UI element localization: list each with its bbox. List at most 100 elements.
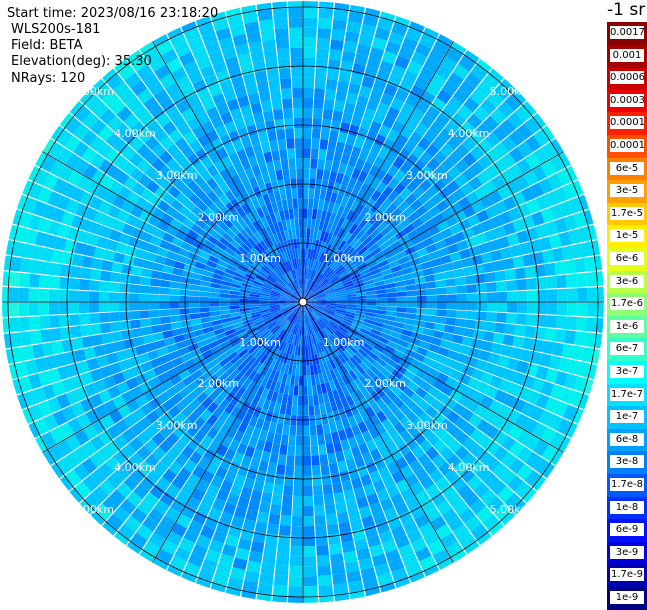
range-gate-cell — [315, 294, 326, 299]
range-gate-cell — [422, 356, 435, 368]
range-gate-cell — [516, 279, 527, 291]
range-gate-cell — [180, 431, 194, 445]
range-gate-cell — [118, 359, 132, 372]
range-gate-cell — [430, 257, 442, 268]
range-gate-cell — [467, 214, 481, 227]
range-gate-cell — [240, 433, 252, 446]
range-gate-cell — [279, 403, 287, 415]
colorbar-label: 1e-8 — [610, 500, 644, 514]
range-gate-cell — [374, 457, 387, 471]
range-gate-cell — [512, 255, 525, 269]
ray — [305, 304, 547, 491]
range-gate-cell — [476, 209, 490, 223]
range-gate-cell — [91, 334, 104, 347]
range-gate-cell — [271, 310, 282, 316]
range-gate-cell — [368, 264, 380, 272]
range-gate-cell — [346, 293, 357, 298]
range-gate-cell — [401, 267, 413, 275]
ray — [114, 304, 301, 546]
range-gate-cell — [260, 100, 273, 113]
range-gate-cell — [260, 310, 271, 316]
range-gate-cell — [345, 311, 356, 316]
range-gate-cell — [258, 184, 268, 196]
range-gate-cell — [214, 367, 226, 379]
range-gate-cell — [318, 584, 334, 596]
range-gate-cell — [57, 439, 73, 457]
range-gate-cell — [544, 190, 559, 207]
range-gate-cell — [138, 173, 152, 188]
range-gate-cell — [43, 414, 59, 431]
range-gate-cell — [340, 242, 350, 253]
range-gate-cell — [363, 318, 375, 325]
range-gate-cell — [316, 302, 327, 305]
range-gate-cell — [315, 178, 323, 190]
range-gate-cell — [171, 114, 186, 129]
range-gate-cell — [58, 165, 74, 182]
range-ring-label: 3.00km — [406, 419, 448, 433]
range-gate-cell — [460, 408, 474, 422]
range-gate-cell — [58, 302, 70, 315]
range-gate-cell — [359, 361, 370, 372]
range-gate-cell — [339, 470, 351, 482]
range-gate-cell — [297, 188, 303, 199]
range-gate-cell — [477, 154, 493, 170]
colorbar-label: 0.0003 — [610, 93, 645, 107]
range-gate-cell — [266, 523, 280, 535]
range-gate-cell — [69, 487, 84, 503]
range-gate-cell — [375, 284, 386, 291]
range-gate-cell — [406, 296, 417, 302]
range-gate-cell — [78, 290, 90, 302]
range-gate-cell — [517, 203, 531, 218]
range-gate-cell — [303, 596, 319, 603]
range-gate-cell — [393, 409, 406, 422]
range-gate-cell — [423, 129, 438, 144]
range-gate-cell — [106, 164, 122, 180]
range-gate-cell — [303, 425, 310, 436]
ray — [2, 302, 300, 318]
range-gate-cell — [208, 83, 223, 97]
range-gate-cell — [206, 401, 219, 414]
range-gate-cell — [40, 431, 57, 449]
range-gate-cell — [32, 245, 45, 261]
range-gate-cell — [59, 113, 74, 129]
range-gate-cell — [458, 373, 472, 386]
range-gate-cell — [65, 390, 80, 405]
range-gate-cell — [271, 149, 281, 162]
range-gate-cell — [121, 145, 137, 161]
range-gate-cell — [473, 482, 490, 499]
range-gate-cell — [133, 483, 149, 500]
range-gate-cell — [105, 352, 119, 365]
range-gate-cell — [315, 321, 323, 331]
range-gate-cell — [323, 493, 335, 505]
range-gate-cell — [287, 312, 295, 321]
range-gate-cell — [223, 502, 237, 516]
range-gate-cell — [296, 415, 303, 426]
range-gate-cell — [343, 231, 353, 243]
range-gate-cell — [251, 394, 261, 406]
range-gate-cell — [179, 282, 191, 290]
range-gate-cell — [306, 302, 317, 306]
range-gate-cell — [316, 209, 323, 221]
range-gate-cell — [535, 223, 549, 239]
range-gate-cell — [97, 125, 114, 142]
range-gate-cell — [308, 280, 314, 290]
colorbar-label: 6e-9 — [610, 523, 644, 537]
range-gate-cell — [219, 309, 231, 315]
range-gate-cell — [488, 68, 504, 83]
range-gate-cell — [278, 382, 286, 394]
range-gate-cell — [366, 56, 382, 70]
range-gate-cell — [263, 151, 273, 163]
range-gate-cell — [281, 505, 292, 516]
range-gate-cell — [350, 72, 364, 86]
ray — [69, 304, 301, 503]
range-gate-cell — [303, 375, 308, 386]
range-gate-cell — [441, 104, 457, 120]
range-gate-cell — [423, 27, 440, 40]
range-gate-cell — [225, 228, 237, 240]
range-gate-cell — [430, 336, 442, 347]
range-gate-cell — [304, 258, 308, 269]
range-gate-cell — [121, 329, 133, 340]
range-gate-cell — [303, 17, 318, 28]
range-gate-cell — [144, 438, 159, 454]
range-gate-cell — [83, 424, 98, 441]
